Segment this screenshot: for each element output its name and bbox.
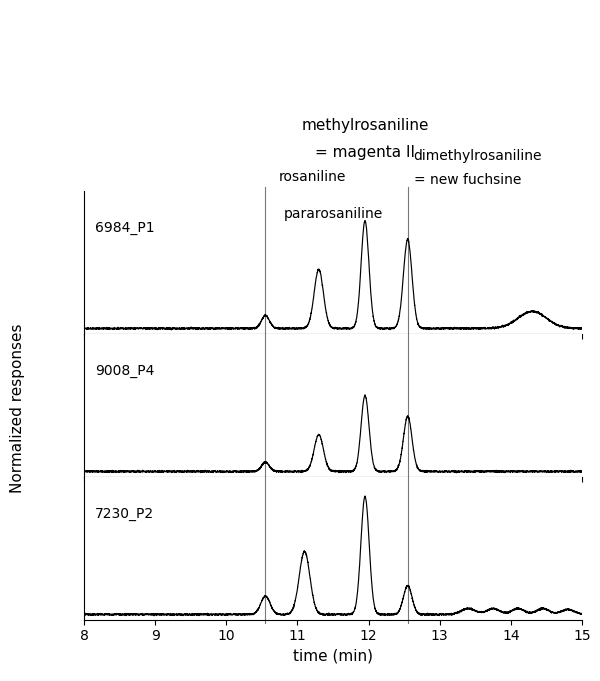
X-axis label: time (min): time (min) [293, 649, 373, 664]
Text: rosaniline: rosaniline [279, 170, 346, 184]
Text: = new fuchsine: = new fuchsine [414, 173, 521, 187]
Text: pararosaniline: pararosaniline [283, 207, 383, 221]
Text: dimethylrosaniline: dimethylrosaniline [414, 149, 542, 163]
Text: 7230_P2: 7230_P2 [95, 507, 154, 521]
Text: 6984_P1: 6984_P1 [95, 221, 154, 235]
Text: = magenta II: = magenta II [315, 145, 415, 160]
Text: Normalized responses: Normalized responses [10, 324, 26, 493]
Text: methylrosaniline: methylrosaniline [301, 118, 429, 133]
Text: 9008_P4: 9008_P4 [95, 364, 154, 378]
